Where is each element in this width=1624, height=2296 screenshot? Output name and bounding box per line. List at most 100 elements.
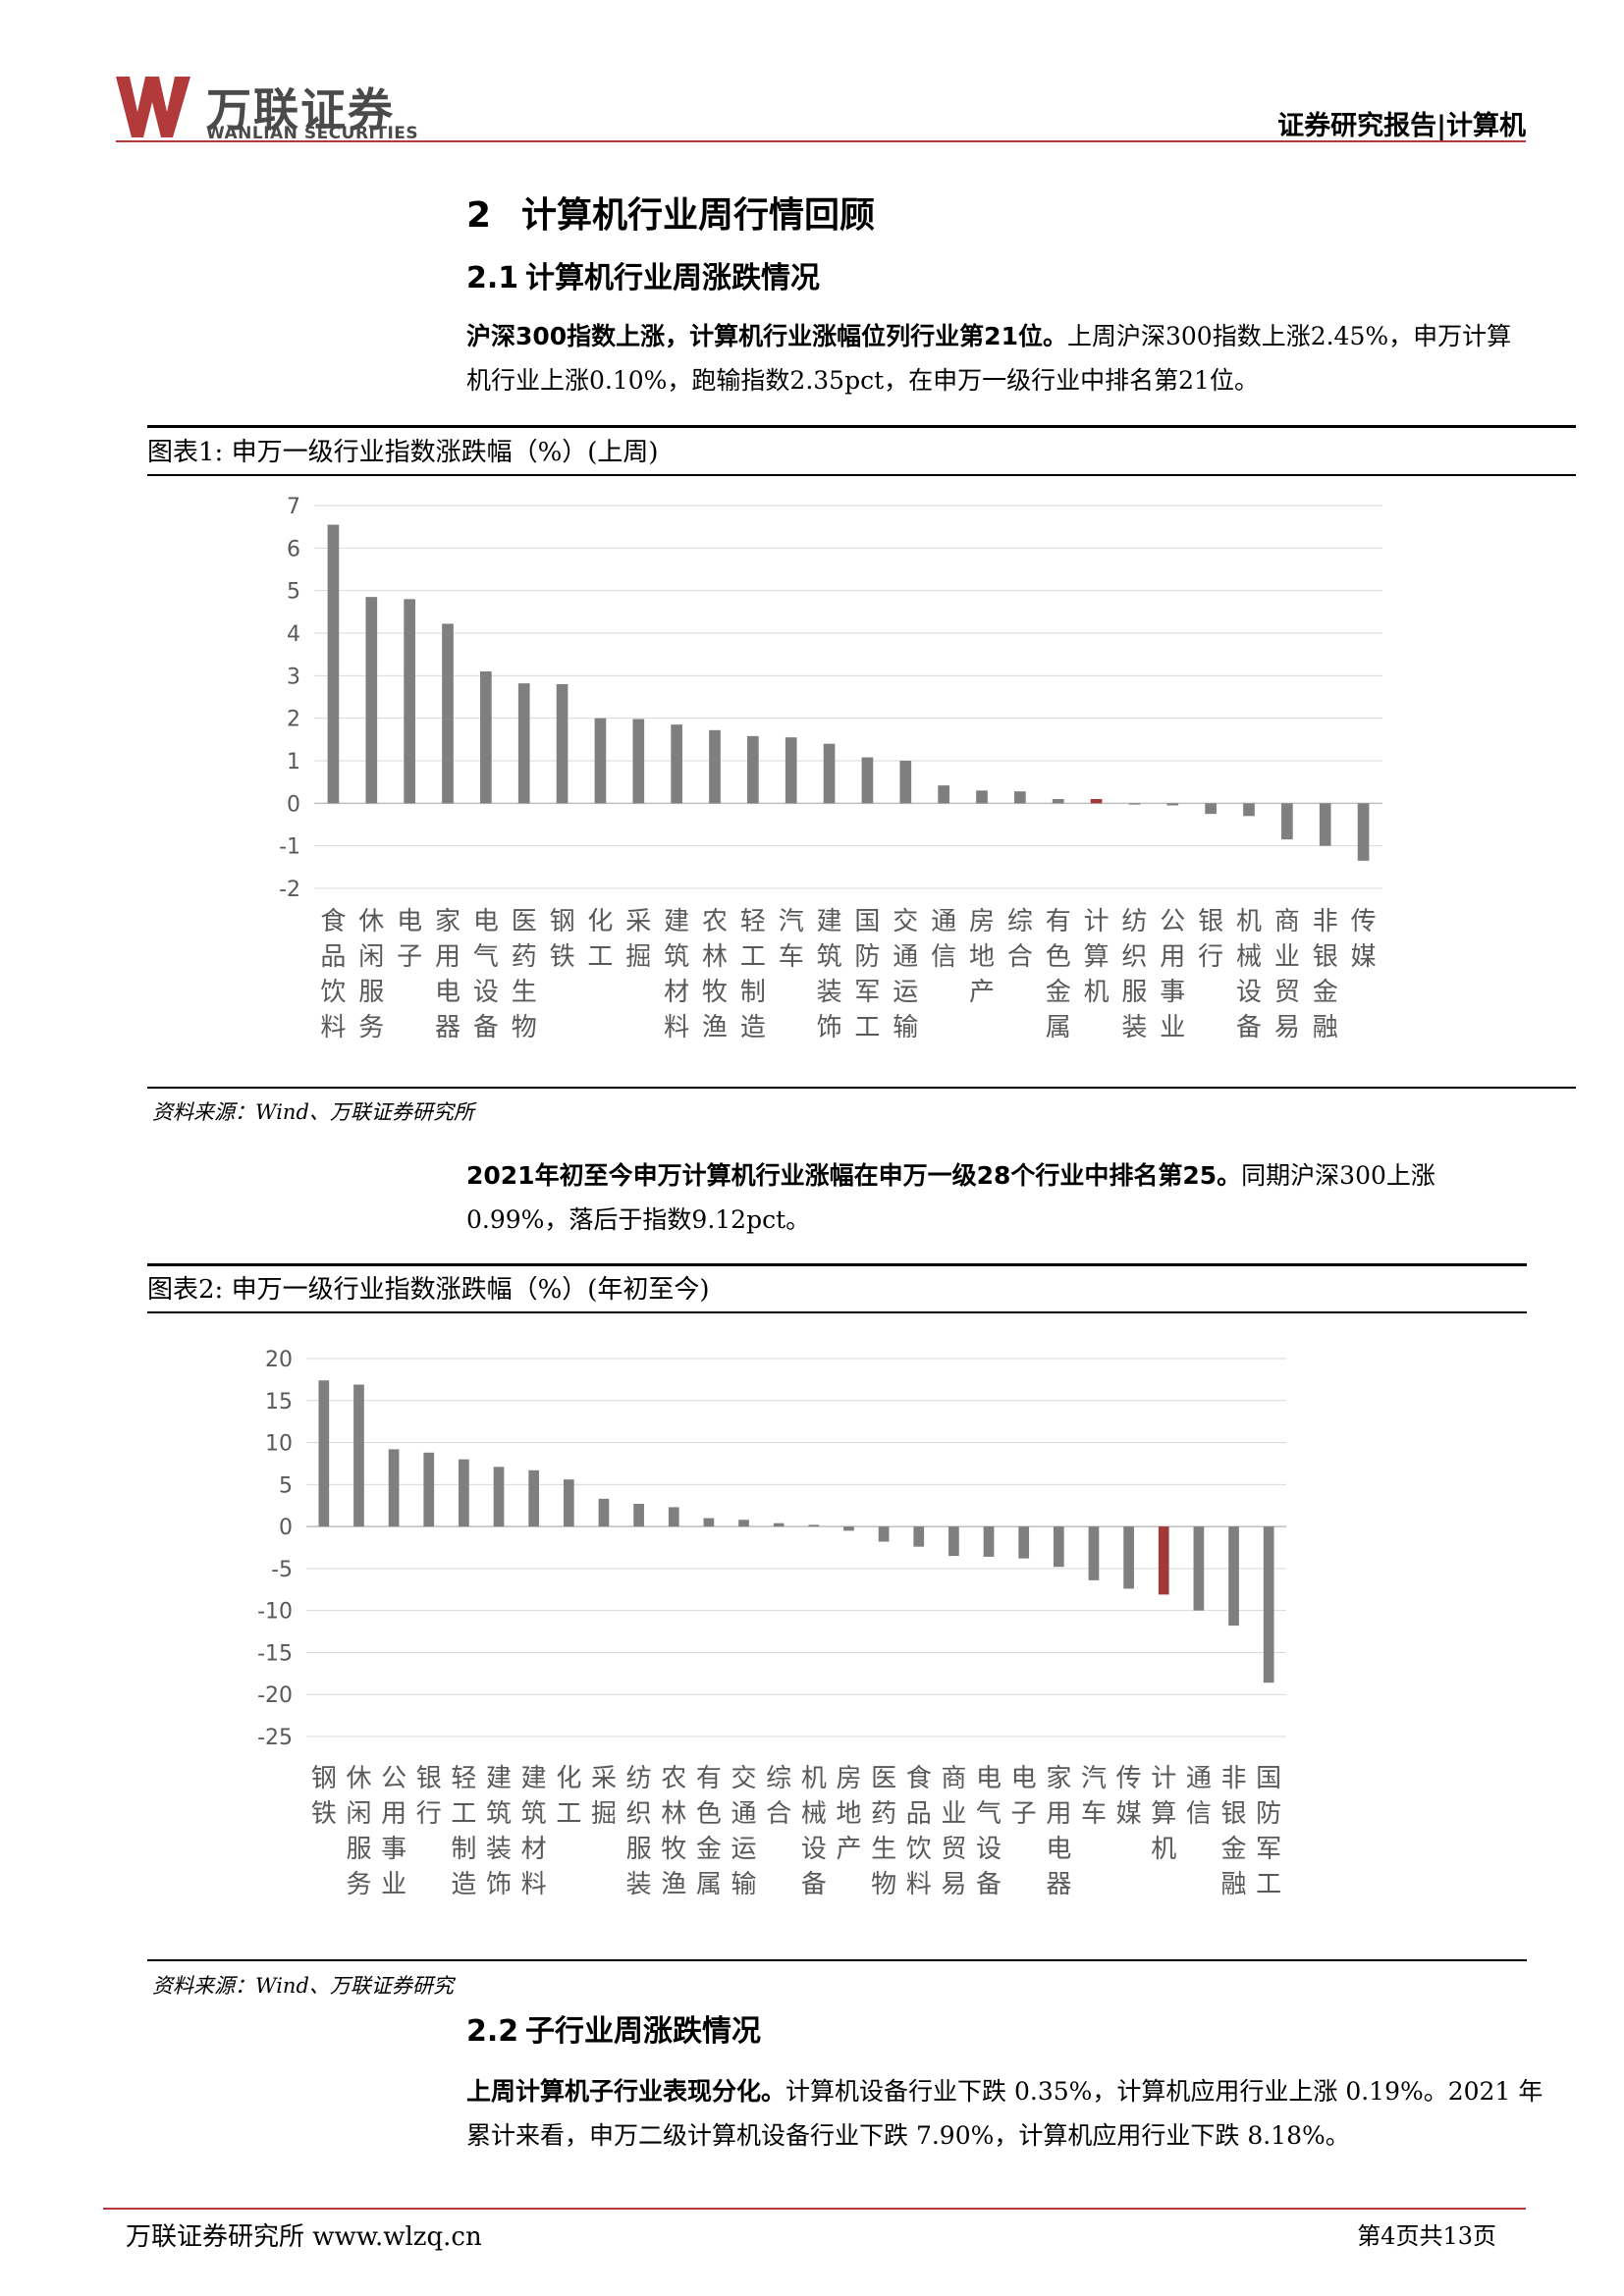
bar-13 <box>773 1522 785 1527</box>
x-tick-label: 公用事业 <box>1160 907 1185 1042</box>
figure2-bar-chart: 20151050-5-10-15-20-25钢铁休闲服务公用事业银行轻工制造建筑… <box>257 1348 1286 1899</box>
y-tick-label: -15 <box>257 1641 293 1666</box>
bar-21 <box>1053 1526 1064 1568</box>
x-tick-label: 有色金属 <box>1046 907 1071 1042</box>
subsection-heading-2: 2.2 子行业周涨跌情况 <box>466 2006 761 2050</box>
x-tick-label: 有色金属 <box>696 1764 722 1899</box>
bar-27 <box>1263 1526 1274 1683</box>
figure1-title: 图表1: 申万一级行业指数涨跌幅（%）(上周) <box>147 438 659 467</box>
x-tick-label: 综合 <box>1007 907 1033 972</box>
report-type-label: 证券研究报告|计算机 <box>1277 111 1526 141</box>
x-tick-label: 通信 <box>1186 1764 1212 1829</box>
bar-26 <box>1228 1526 1239 1627</box>
paragraph-lead: 沪深300指数上涨，计算机行业涨幅位列行业第21位。 <box>466 322 1067 350</box>
y-tick-label: 0 <box>279 1516 293 1540</box>
logo-en-text: WANLIAN SECURITIES <box>206 124 419 143</box>
bar-19 <box>983 1526 995 1557</box>
bar-12 <box>738 1520 749 1527</box>
x-tick-label: 传媒 <box>1116 1764 1142 1829</box>
footer-website: 万联证券研究所 www.wlzq.cn <box>126 2222 482 2252</box>
subsection-number: 2.2 <box>466 2014 519 2049</box>
bar-22 <box>1088 1526 1100 1580</box>
x-tick-label: 采掘 <box>625 907 651 972</box>
bar-4 <box>480 671 492 804</box>
y-tick-label: 5 <box>287 580 300 605</box>
bar-13 <box>823 743 836 804</box>
x-tick-label: 钢铁 <box>550 907 575 972</box>
bar-17 <box>913 1526 925 1547</box>
figure1-top-rule <box>147 425 1576 428</box>
bar-26 <box>1319 803 1331 846</box>
x-tick-label: 电气设备 <box>976 1764 1001 1899</box>
bar-5 <box>517 683 530 804</box>
y-tick-label: 6 <box>287 537 300 561</box>
x-tick-label: 轻工制造 <box>740 907 766 1042</box>
figure2-title-rule <box>147 1311 1527 1313</box>
footer-divider <box>103 2208 1526 2210</box>
bar-3 <box>423 1452 435 1527</box>
y-tick-label: 5 <box>279 1473 293 1498</box>
bar-3 <box>442 623 454 804</box>
subsection-title: 计算机行业周涨跌情况 <box>525 261 820 295</box>
figure1-bar-chart: 7 6 5 4 3 2 1 0 -1 -2 食品饮料休闲服务电子家用电器电气设备医药生物钢铁化工采掘… <box>279 495 1382 1042</box>
paragraph-ytd: 2021年初至今申万计算机行业涨幅在申万一级28个行业中排名第25。同期沪深30… <box>466 1153 1527 1242</box>
x-tick-label: 计算机 <box>1151 1764 1176 1864</box>
bar-11 <box>747 735 759 804</box>
bar-9 <box>633 1504 644 1527</box>
x-tick-label: 综合 <box>766 1764 791 1829</box>
section-title: 计算机行业周行情回顾 <box>521 195 876 236</box>
paragraph-subindustry: 上周计算机子行业表现分化。计算机设备行业下跌 0.35%，计算机应用行业上涨 0… <box>466 2069 1546 2158</box>
logo-w-mark-icon <box>116 77 190 137</box>
paragraph-body: 上周沪深300指数上涨2.45%，申万计算机行业上涨0.10%，跑输指数2.35… <box>466 322 1512 395</box>
y-tick-label: 0 <box>287 792 300 817</box>
bar-25 <box>1193 1526 1205 1611</box>
bar-9 <box>671 724 682 804</box>
x-tick-label: 商业贸易 <box>941 1764 966 1899</box>
x-tick-label: 机械设备 <box>801 1764 827 1899</box>
paragraph-weekly: 沪深300指数上涨，计算机行业涨幅位列行业第21位。上周沪深300指数上涨2.4… <box>466 314 1527 402</box>
bar-7 <box>594 718 607 804</box>
x-tick-label: 采掘 <box>591 1764 617 1829</box>
x-tick-label: 银行 <box>1198 907 1223 972</box>
figure2-title: 图表2: 申万一级行业指数涨跌幅（%）(年初至今) <box>147 1275 710 1305</box>
y-tick-label: 20 <box>265 1348 293 1372</box>
bar-6 <box>556 684 568 804</box>
y-tick-label: -2 <box>279 878 300 902</box>
x-tick-label: 家用电器 <box>435 907 460 1042</box>
x-tick-label: 建筑材料 <box>664 907 689 1042</box>
x-tick-label: 化工 <box>556 1764 581 1829</box>
bar-6 <box>528 1469 540 1527</box>
bar-14 <box>861 757 874 804</box>
bar-27 <box>1357 803 1370 861</box>
figure2-source: 资料来源：Wind、万联证券研究 <box>152 1974 454 1998</box>
bar-2 <box>404 599 415 804</box>
y-tick-label: -1 <box>279 835 300 860</box>
x-tick-label: 建筑材料 <box>521 1764 547 1899</box>
paragraph-body: 计算机设备行业下跌 0.35%，计算机应用行业上涨 0.19%。2021 年累计… <box>466 2077 1543 2150</box>
bar-19 <box>1052 799 1064 804</box>
bar-21 <box>1128 803 1141 805</box>
company-logo: 万联证券 WANLIAN SECURITIES <box>116 73 440 145</box>
page-number: 第4页共13页 <box>1357 2222 1496 2250</box>
bar-7 <box>563 1479 574 1527</box>
x-tick-label: 家用电器 <box>1046 1764 1071 1899</box>
bar-16 <box>938 785 949 804</box>
bar-18 <box>1014 791 1026 804</box>
subsection-title: 子行业周涨跌情况 <box>525 2014 761 2049</box>
y-tick-label: 3 <box>287 665 300 689</box>
bar-10 <box>668 1507 679 1527</box>
x-tick-label: 食品饮料 <box>906 1764 932 1899</box>
x-tick-label: 医药生物 <box>512 907 537 1042</box>
x-tick-label: 医药生物 <box>871 1764 896 1899</box>
y-tick-label: -5 <box>271 1558 293 1582</box>
bar-2 <box>388 1449 400 1527</box>
bar-23 <box>1205 803 1217 815</box>
y-tick-label: 15 <box>265 1390 293 1415</box>
figure2-top-rule <box>147 1263 1527 1266</box>
x-tick-label: 建筑装饰 <box>486 1764 512 1899</box>
x-tick-label: 电子 <box>1011 1764 1037 1829</box>
bar-4 <box>459 1459 469 1527</box>
x-tick-label: 汽车 <box>1081 1764 1107 1829</box>
bar-12 <box>785 737 797 804</box>
bar-17 <box>976 790 988 804</box>
